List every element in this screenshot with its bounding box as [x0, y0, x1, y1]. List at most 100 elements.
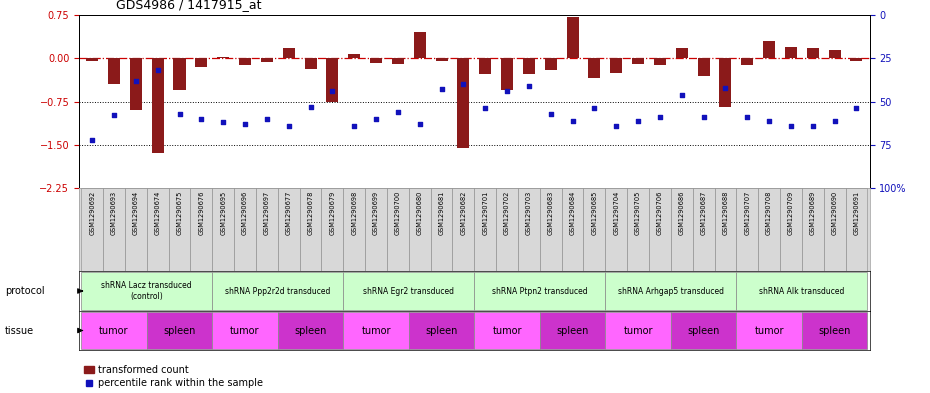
Bar — [168, 188, 191, 271]
Text: GSM1290690: GSM1290690 — [831, 191, 838, 235]
Text: GSM1290685: GSM1290685 — [591, 191, 597, 235]
Text: GSM1290703: GSM1290703 — [525, 191, 532, 235]
Bar — [212, 188, 234, 271]
Bar — [365, 188, 387, 271]
Text: GSM1290686: GSM1290686 — [679, 191, 684, 235]
Text: GSM1290678: GSM1290678 — [308, 191, 313, 235]
Bar — [632, 58, 644, 64]
Text: spleen: spleen — [556, 325, 589, 336]
Text: GSM1290696: GSM1290696 — [242, 191, 248, 235]
Point — [849, 105, 864, 112]
Bar — [474, 272, 605, 310]
Text: GSM1290699: GSM1290699 — [373, 191, 379, 235]
Point — [303, 103, 318, 110]
Text: GDS4986 / 1417915_at: GDS4986 / 1417915_at — [116, 0, 261, 11]
Bar — [409, 312, 474, 349]
Bar — [370, 58, 382, 63]
Bar — [583, 188, 605, 271]
Text: GSM1290707: GSM1290707 — [744, 191, 751, 235]
Point — [609, 123, 624, 129]
Point — [522, 83, 537, 89]
Bar — [545, 58, 557, 70]
Bar — [218, 57, 229, 58]
Text: GSM1290675: GSM1290675 — [177, 191, 182, 235]
Bar — [539, 312, 605, 349]
Bar — [676, 48, 688, 58]
Bar — [260, 58, 272, 62]
Bar — [589, 58, 601, 79]
Bar — [605, 312, 671, 349]
Text: GSM1290680: GSM1290680 — [417, 191, 423, 235]
Point — [740, 114, 755, 120]
Bar — [566, 17, 578, 58]
Point — [718, 84, 733, 91]
Bar — [239, 58, 251, 65]
Text: tumor: tumor — [623, 325, 653, 336]
Bar — [698, 58, 710, 75]
Text: GSM1290702: GSM1290702 — [504, 191, 510, 235]
Text: GSM1290701: GSM1290701 — [483, 191, 488, 235]
Text: GSM1290674: GSM1290674 — [154, 191, 161, 235]
Bar — [693, 188, 714, 271]
Text: tumor: tumor — [231, 325, 259, 336]
Bar — [720, 58, 731, 107]
Bar — [283, 48, 295, 58]
Bar — [343, 272, 474, 310]
Bar — [474, 312, 539, 349]
Text: GSM1290698: GSM1290698 — [352, 191, 357, 235]
Bar — [479, 58, 491, 74]
Text: GSM1290694: GSM1290694 — [133, 191, 139, 235]
Text: GSM1290681: GSM1290681 — [439, 191, 445, 235]
Text: tumor: tumor — [100, 325, 128, 336]
Point — [805, 123, 820, 129]
Point — [456, 81, 471, 87]
Bar — [212, 272, 343, 310]
Text: shRNA Lacz transduced
(control): shRNA Lacz transduced (control) — [101, 281, 193, 301]
Bar — [474, 188, 496, 271]
Bar — [278, 188, 299, 271]
Point — [653, 114, 668, 120]
Point — [543, 110, 558, 117]
Bar — [649, 188, 671, 271]
Bar — [299, 188, 322, 271]
Point — [107, 112, 122, 118]
Bar — [627, 188, 649, 271]
Point — [478, 105, 493, 112]
Bar — [256, 188, 278, 271]
Point — [827, 118, 842, 124]
Bar — [86, 58, 99, 61]
Bar — [348, 53, 360, 58]
Bar — [737, 272, 868, 310]
Bar — [81, 312, 147, 349]
Point — [762, 118, 777, 124]
Bar — [435, 58, 447, 61]
Point — [128, 77, 143, 84]
Text: GSM1290687: GSM1290687 — [700, 191, 707, 235]
Bar — [147, 188, 168, 271]
Text: spleen: spleen — [818, 325, 851, 336]
Point — [151, 67, 166, 73]
Bar — [81, 272, 212, 310]
Bar — [392, 58, 404, 64]
Bar — [850, 58, 862, 61]
Text: shRNA Arhgap5 transduced: shRNA Arhgap5 transduced — [618, 286, 724, 296]
Bar — [605, 188, 627, 271]
Bar — [758, 188, 780, 271]
Text: GSM1290679: GSM1290679 — [329, 191, 336, 235]
Point — [259, 116, 274, 122]
Bar — [802, 188, 824, 271]
Bar — [195, 58, 207, 67]
Bar — [343, 312, 409, 349]
Bar — [671, 312, 737, 349]
Point — [412, 121, 427, 127]
Text: tumor: tumor — [361, 325, 391, 336]
Point — [193, 116, 208, 122]
Text: shRNA Alk transduced: shRNA Alk transduced — [759, 286, 844, 296]
Bar — [453, 188, 474, 271]
Text: GSM1290689: GSM1290689 — [810, 191, 816, 235]
Bar — [764, 41, 775, 58]
Bar — [130, 58, 142, 110]
Bar — [737, 188, 758, 271]
Bar — [829, 50, 841, 58]
Point — [325, 88, 339, 94]
